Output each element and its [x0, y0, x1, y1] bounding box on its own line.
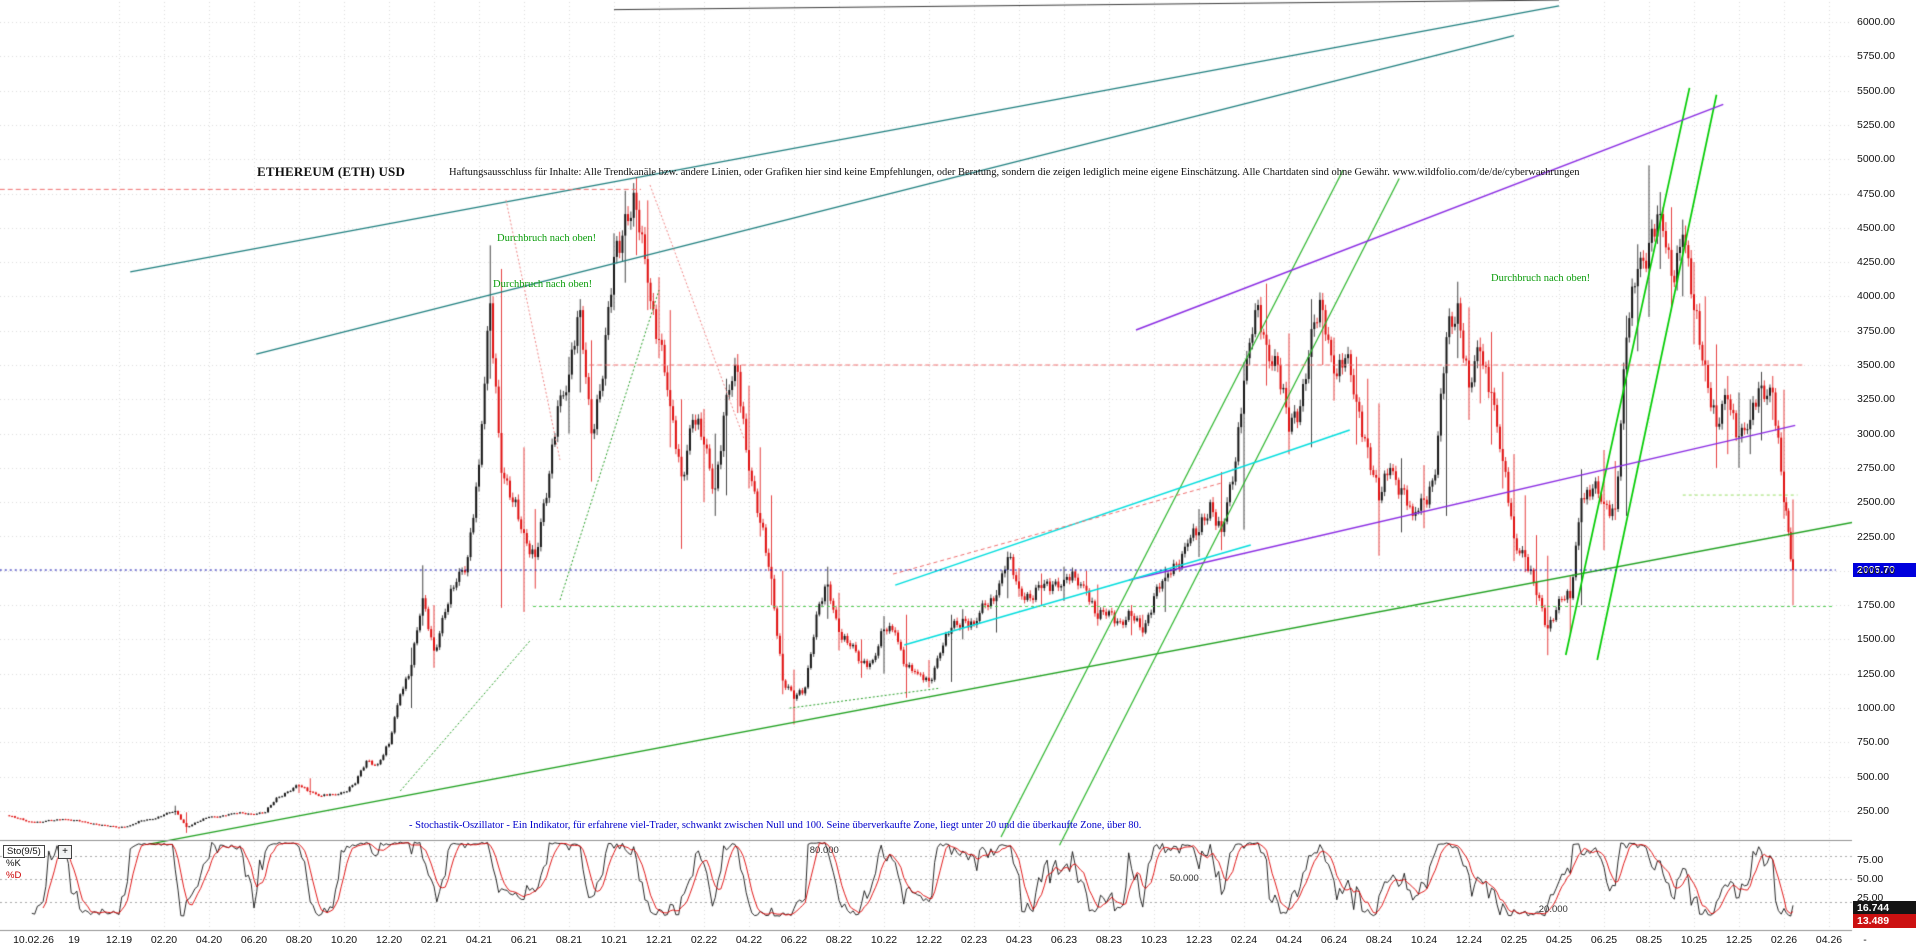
oscillator-level-label: 50.000 [1169, 873, 1199, 884]
stochastic-d-badge: 13.489 [1853, 914, 1916, 928]
x-axis-label: 02.23 [960, 934, 988, 946]
x-axis-label: 19 [68, 934, 80, 946]
chart-title: ETHEREUM (ETH) USD [257, 164, 406, 179]
y-axis-label: 3000.00 [1857, 427, 1895, 440]
oscillator-axis-label: 75.00 [1857, 854, 1884, 866]
x-axis-label: 12.25 [1725, 934, 1753, 946]
x-axis-label: 08.25 [1635, 934, 1663, 946]
x-axis-label: 10.21 [600, 934, 628, 946]
x-axis-label: 06.23 [1050, 934, 1078, 946]
x-axis-label: 12.23 [1185, 934, 1213, 946]
x-axis-label: 10.02.26 [13, 934, 54, 946]
y-axis-label: 3750.00 [1857, 324, 1895, 337]
y-axis-label: 5750.00 [1857, 50, 1895, 63]
x-axis-label: 04.20 [195, 934, 223, 946]
x-axis-label: 10.25 [1680, 934, 1708, 946]
x-axis-label: 06.25 [1590, 934, 1618, 946]
y-axis-label: 5000.00 [1857, 153, 1895, 166]
y-axis-label: 2750.00 [1857, 461, 1895, 474]
x-axis-label: 12.22 [915, 934, 943, 946]
current-price-badge: 2005.70 [1853, 563, 1916, 577]
x-axis-label: - [1863, 934, 1867, 946]
y-axis-label: 1500.00 [1857, 633, 1895, 646]
y-axis-label: 2000.00 [1857, 564, 1895, 577]
x-axis-label: 12.19 [105, 934, 133, 946]
oscillator-axis-label: 25.00 [1857, 892, 1884, 904]
x-axis-label: 06.20 [240, 934, 268, 946]
y-axis-label: 4000.00 [1857, 290, 1895, 303]
y-axis-label: 500.00 [1857, 770, 1890, 783]
stochastic-k-badge: 16.744 [1853, 901, 1916, 915]
sto-indicator-label: Sto(9/5) [3, 845, 45, 858]
x-axis-label: 06.22 [780, 934, 808, 946]
sto-d-label: %D [6, 870, 22, 881]
sto-k-label: %K [6, 858, 21, 869]
y-axis-label: 6000.00 [1857, 16, 1895, 28]
y-axis-label: 4750.00 [1857, 187, 1895, 200]
sto-expand-button[interactable]: + [58, 845, 72, 859]
x-axis-label: 02.25 [1500, 934, 1528, 946]
x-axis-label: 12.20 [375, 934, 403, 946]
breakout-annotation-1: Durchbruch nach oben! [497, 233, 597, 244]
x-axis-label: 04.22 [735, 934, 763, 946]
y-axis-label: 1250.00 [1857, 667, 1895, 680]
x-axis-label: 02.21 [420, 934, 448, 946]
x-axis-label: 02.26 [1770, 934, 1798, 946]
x-axis-label: 04.23 [1005, 934, 1033, 946]
x-axis-label: 10.23 [1140, 934, 1168, 946]
x-axis-label: 04.24 [1275, 934, 1303, 946]
x-axis-label: 04.21 [465, 934, 493, 946]
x-axis-label: 10.24 [1410, 934, 1438, 946]
x-axis-label: 02.24 [1230, 934, 1258, 946]
oscillator-description: - Stochastik-Oszillator - Ein Indikator,… [409, 820, 1142, 831]
x-axis-label: 02.22 [690, 934, 718, 946]
x-axis-label: 10.20 [330, 934, 358, 946]
breakout-annotation-3: Durchbruch nach oben! [1491, 273, 1591, 284]
x-axis-label: 02.20 [150, 934, 178, 946]
x-axis-label: 12.24 [1455, 934, 1483, 946]
oscillator-level-label: 80.000 [809, 845, 839, 857]
breakout-annotation-2: Durchbruch nach oben! [493, 279, 593, 290]
x-axis-label: 08.20 [285, 934, 313, 946]
x-axis-label: 04.25 [1545, 934, 1573, 946]
y-axis-label: 5500.00 [1857, 84, 1895, 97]
y-axis-label: 3500.00 [1857, 359, 1895, 371]
x-axis-label: 12.21 [645, 934, 673, 946]
y-axis-label: 2500.00 [1857, 496, 1895, 509]
oscillator-axis-label: 50.00 [1857, 873, 1884, 885]
y-axis-label: 1750.00 [1857, 599, 1895, 612]
y-axis-label: 3250.00 [1857, 393, 1895, 406]
y-axis-label: 4500.00 [1857, 221, 1895, 234]
y-axis-label: 1000.00 [1857, 702, 1895, 714]
x-axis-label: 08.21 [555, 934, 583, 946]
x-axis-label: 08.24 [1365, 934, 1393, 946]
y-axis-label: 750.00 [1857, 736, 1890, 749]
y-axis-label: 5250.00 [1857, 118, 1895, 131]
disclaimer-text: Haftungsausschluss für Inhalte: Alle Tre… [449, 167, 1580, 178]
x-axis-label: 04.26 [1815, 934, 1843, 946]
y-axis-label: 4250.00 [1857, 256, 1895, 269]
x-axis-label: 06.21 [510, 934, 538, 946]
x-axis-label: 10.22 [870, 934, 898, 946]
x-axis-label: 06.24 [1320, 934, 1348, 946]
x-axis-label: 08.23 [1095, 934, 1123, 946]
y-axis-label: 2250.00 [1857, 530, 1895, 543]
x-axis-label: 08.22 [825, 934, 853, 946]
y-axis-label: 250.00 [1857, 804, 1890, 817]
oscillator-level-label: 20.000 [1538, 903, 1568, 915]
